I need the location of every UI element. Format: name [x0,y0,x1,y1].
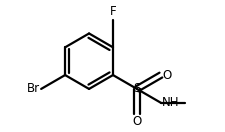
Text: F: F [109,5,116,18]
Text: O: O [132,115,141,128]
Text: Br: Br [27,82,40,95]
Text: S: S [133,82,140,95]
Text: O: O [162,69,171,82]
Text: NH: NH [162,96,179,109]
